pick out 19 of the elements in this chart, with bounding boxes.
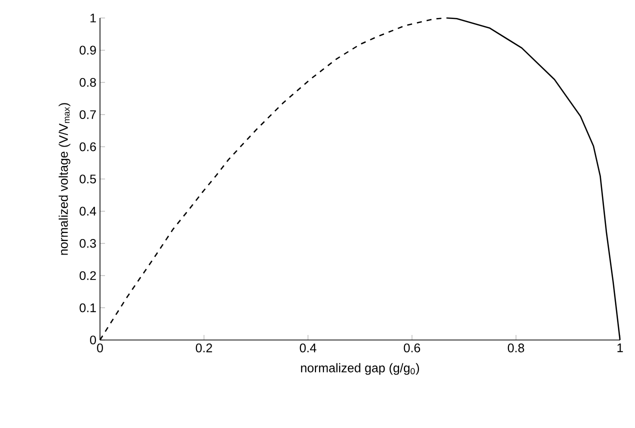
x-tick-label: 0.6 <box>404 344 420 352</box>
x-axis-title: normalized gap (g/g$_{0}$) <box>301 363 420 375</box>
y-tick-label: 0.7 <box>80 110 96 120</box>
y-tick-label: 0.6 <box>80 142 96 152</box>
y-tick-label: 0.9 <box>80 46 96 55</box>
x-tick-label: 0.2 <box>196 344 212 352</box>
y-tick-label: 1 <box>90 14 96 22</box>
y-axis-title: normalized voltage (V/V$_{max}$) <box>58 103 70 255</box>
y-tick-label: 0.5 <box>80 174 96 184</box>
y-tick-label: 0.4 <box>80 206 96 216</box>
y-tick-label: 0 <box>90 336 96 344</box>
y-tick-label: 0.3 <box>80 238 96 248</box>
y-tick-label: 0.8 <box>80 78 96 87</box>
x-tick-label: 0 <box>97 344 103 352</box>
x-tick-label: 1 <box>617 344 623 352</box>
x-tick-label: 0.8 <box>508 344 524 352</box>
y-tick-label: 0.2 <box>80 271 96 280</box>
y-tick-label: 0.1 <box>80 303 96 312</box>
x-tick-label: 0.4 <box>300 344 316 352</box>
